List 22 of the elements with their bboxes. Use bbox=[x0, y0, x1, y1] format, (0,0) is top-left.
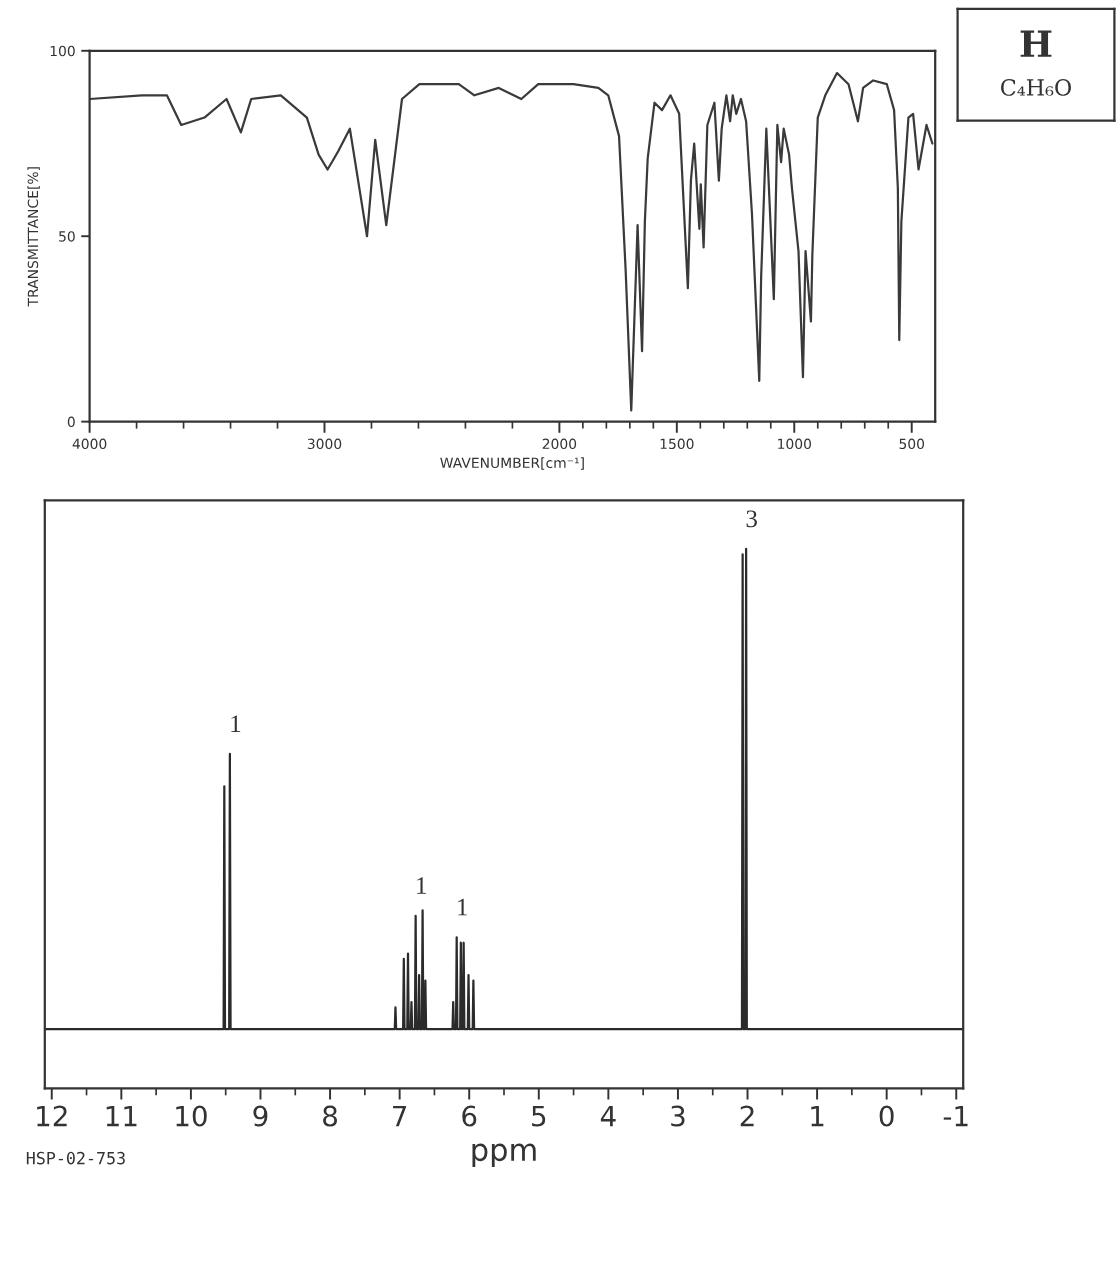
x-tick-label: 2 bbox=[740, 1105, 754, 1127]
text: C₄H₆O bbox=[1001, 79, 1071, 96]
annotation: 1 bbox=[458, 898, 467, 916]
x-tick-label: 3 bbox=[671, 1105, 685, 1127]
x-tick-label: 12 bbox=[37, 1105, 67, 1127]
x-tick-label: 1 bbox=[811, 1105, 824, 1127]
text: HSP-02-753 bbox=[26, 1151, 125, 1165]
annotation: 3 bbox=[746, 510, 757, 528]
x-tick-label: 11 bbox=[106, 1105, 137, 1127]
text: H bbox=[1020, 30, 1052, 57]
x-axis-title: ppm bbox=[472, 1143, 536, 1168]
x-tick-label: 4 bbox=[600, 1105, 616, 1127]
x-tick-label: 10 bbox=[176, 1105, 207, 1127]
x-tick-label: 7 bbox=[393, 1105, 407, 1127]
x-tick-label: 5 bbox=[532, 1105, 546, 1127]
annotation: 1 bbox=[231, 715, 241, 732]
x-tick-label: 6 bbox=[462, 1105, 477, 1127]
x-tick-label: -1 bbox=[943, 1105, 968, 1127]
x-tick-label: 8 bbox=[323, 1105, 337, 1127]
annotation: 1 bbox=[417, 877, 426, 894]
x-tick-label: 9 bbox=[253, 1105, 268, 1127]
x-tick-label: 0 bbox=[879, 1105, 894, 1127]
